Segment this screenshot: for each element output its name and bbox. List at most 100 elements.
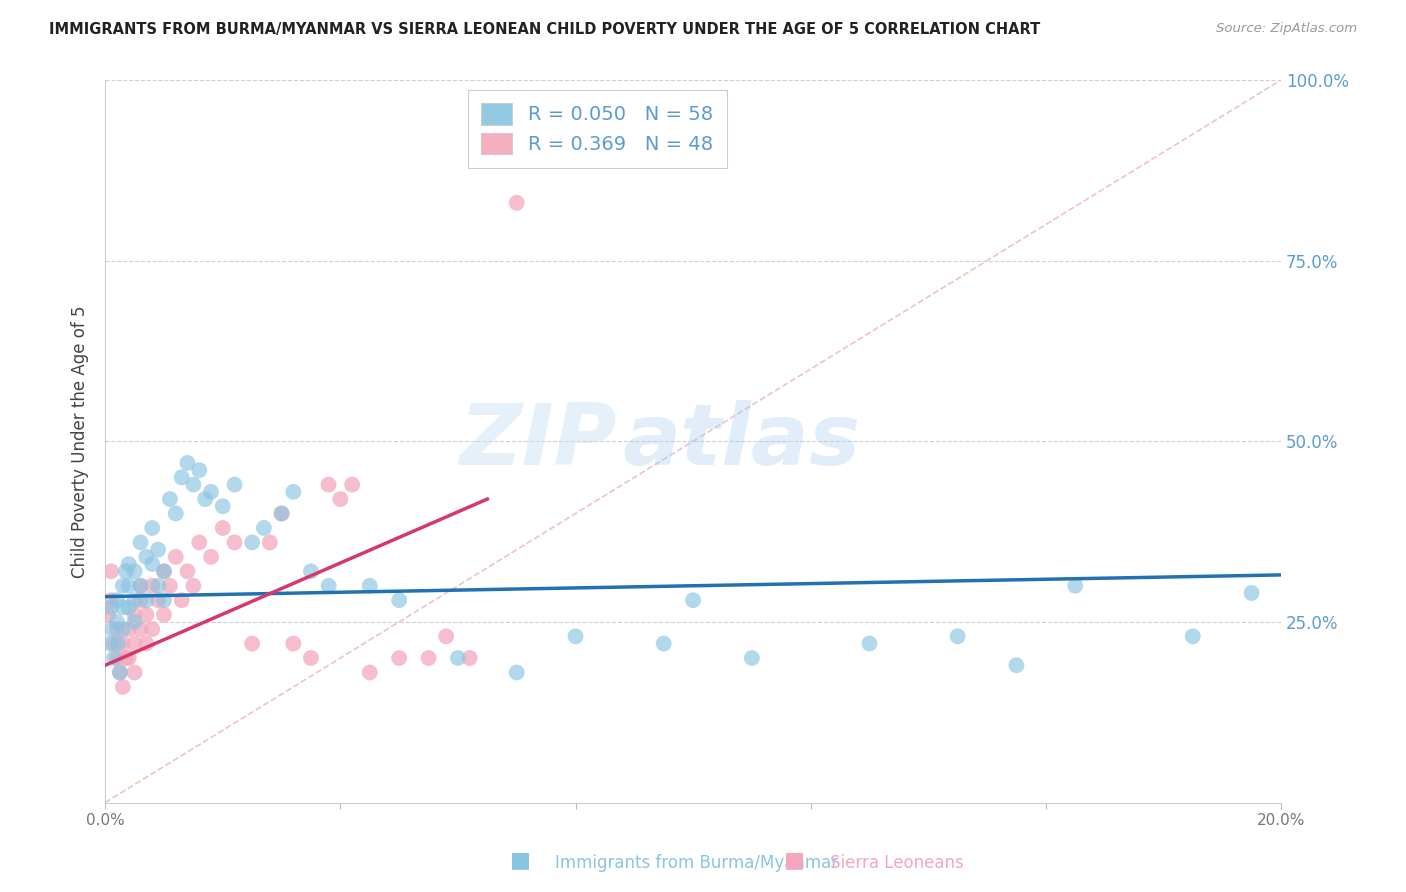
Point [105, 622, 128, 636]
Point [329, 491, 352, 506]
Point [129, 535, 152, 549]
Point [388, 593, 411, 607]
Point [253, 521, 276, 535]
Point [200, 549, 222, 564]
Point [135, 636, 157, 650]
Point [124, 615, 146, 629]
Point [111, 579, 134, 593]
Point [741, 651, 763, 665]
Point [1064, 579, 1087, 593]
Point [135, 593, 157, 607]
Point [129, 622, 152, 636]
Point [159, 491, 181, 506]
Point [124, 607, 146, 622]
Point [118, 579, 141, 593]
Point [240, 535, 263, 549]
Point [299, 564, 322, 578]
Point [458, 651, 481, 665]
Point [159, 579, 181, 593]
Point [359, 665, 381, 680]
Point [1005, 658, 1028, 673]
Point [101, 622, 124, 636]
Point [141, 579, 163, 593]
Point [359, 579, 381, 593]
Point [176, 564, 198, 578]
Point [100, 600, 122, 615]
Point [211, 521, 233, 535]
Point [170, 593, 193, 607]
Point [946, 629, 969, 643]
Point [858, 636, 880, 650]
Point [682, 593, 704, 607]
Point [111, 622, 134, 636]
Point [270, 507, 292, 521]
Point [98, 636, 121, 650]
Point [153, 593, 176, 607]
Point [100, 593, 122, 607]
Point [153, 564, 176, 578]
Point [194, 491, 217, 506]
Point [97, 607, 120, 622]
Point [124, 636, 146, 650]
Point [259, 535, 281, 549]
Point [135, 607, 157, 622]
Point [141, 622, 163, 636]
Point [124, 665, 146, 680]
Point [299, 651, 322, 665]
Point [105, 615, 128, 629]
Point [176, 456, 198, 470]
Point [388, 651, 411, 665]
Point [283, 484, 305, 499]
Point [107, 636, 129, 650]
Point [224, 535, 246, 549]
Point [118, 557, 141, 571]
Point [103, 651, 125, 665]
Point [111, 636, 134, 650]
Point [124, 564, 146, 578]
Point [270, 507, 292, 521]
Point [146, 579, 169, 593]
Point [318, 477, 340, 491]
Point [564, 629, 586, 643]
Point [146, 593, 169, 607]
Point [129, 593, 152, 607]
Point [135, 549, 157, 564]
Y-axis label: Child Poverty Under the Age of 5: Child Poverty Under the Age of 5 [72, 305, 89, 577]
Point [114, 564, 136, 578]
Point [434, 629, 457, 643]
Point [146, 542, 169, 557]
Point [108, 665, 131, 680]
Point [224, 477, 246, 491]
Point [103, 636, 125, 650]
Point [105, 593, 128, 607]
Point [170, 470, 193, 484]
Text: IMMIGRANTS FROM BURMA/MYANMAR VS SIERRA LEONEAN CHILD POVERTY UNDER THE AGE OF 5: IMMIGRANTS FROM BURMA/MYANMAR VS SIERRA … [49, 22, 1040, 37]
Point [153, 607, 176, 622]
Point [118, 622, 141, 636]
Point [1240, 586, 1263, 600]
Point [506, 195, 529, 210]
Point [118, 600, 141, 615]
Point [283, 636, 305, 650]
Point [418, 651, 440, 665]
Point [447, 651, 470, 665]
Point [165, 549, 187, 564]
Point [211, 500, 233, 514]
Point [153, 564, 176, 578]
Point [105, 651, 128, 665]
Point [652, 636, 675, 650]
Point [506, 665, 529, 680]
Point [141, 557, 163, 571]
Text: atlas: atlas [623, 400, 860, 483]
Point [124, 593, 146, 607]
Point [183, 579, 205, 593]
Point [1181, 629, 1204, 643]
Point [240, 636, 263, 650]
Point [183, 477, 205, 491]
Point [188, 535, 211, 549]
Text: Sierra Leoneans: Sierra Leoneans [830, 855, 963, 872]
Point [111, 680, 134, 694]
Point [111, 600, 134, 615]
Text: Source: ZipAtlas.com: Source: ZipAtlas.com [1216, 22, 1357, 36]
Point [141, 521, 163, 535]
